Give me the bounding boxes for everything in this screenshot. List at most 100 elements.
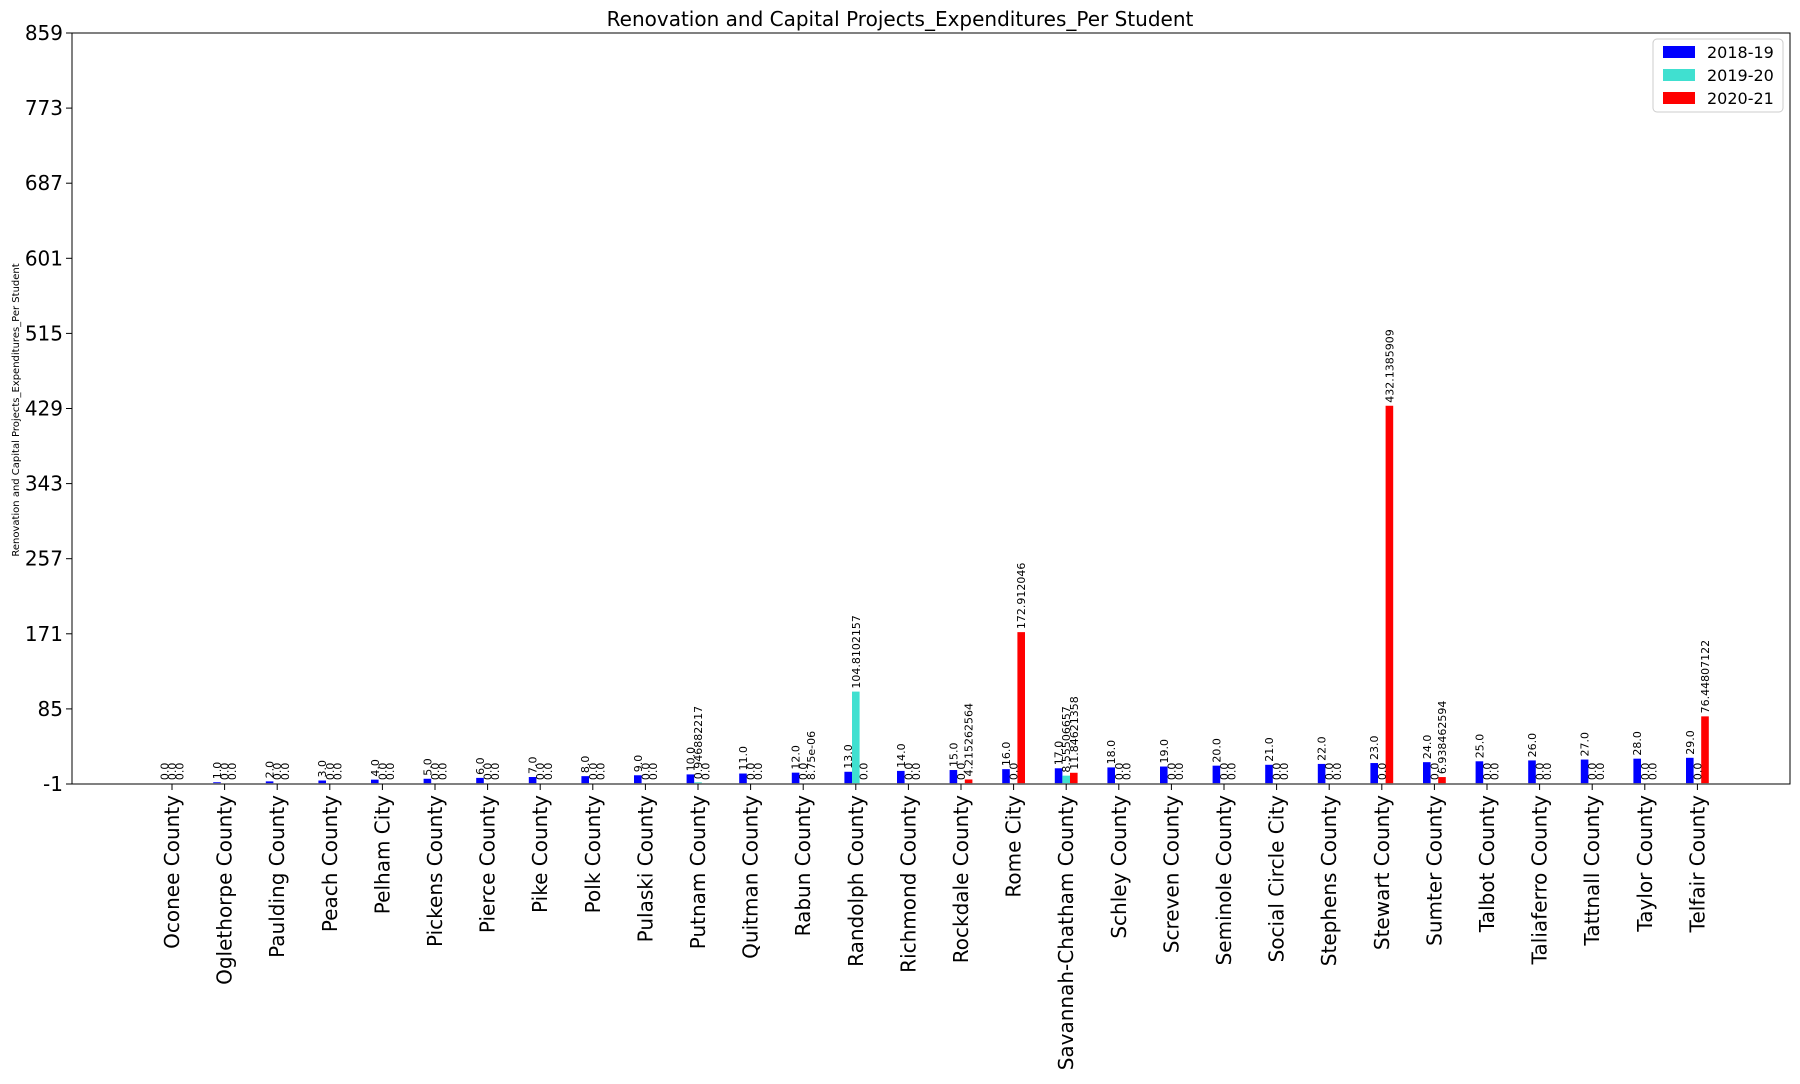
data-label: 0.0 (166, 763, 179, 781)
data-label: 0.0 (1271, 763, 1284, 781)
x-tick-label: Savannah-Chatham County (1054, 795, 1078, 1070)
data-label: 9.0 (632, 755, 645, 773)
x-tick-label: Rome City (1002, 795, 1026, 898)
x-tick-label: Pickens County (423, 795, 447, 947)
data-label: 0.946882217 (692, 706, 705, 779)
data-label: 0.0 (910, 763, 923, 781)
bar-2020-21 (964, 779, 973, 784)
x-tick-label: Rockdale County (949, 795, 973, 963)
data-label: 28.0 (1631, 731, 1644, 756)
data-label: 19.0 (1158, 739, 1171, 764)
data-label: 10.0 (684, 747, 697, 772)
data-label: 0.0 (331, 763, 344, 781)
x-tick-label: Schley County (1107, 795, 1131, 939)
data-label: 12.0 (790, 745, 803, 770)
x-tick-label: Pierce County (476, 795, 500, 933)
data-label: 13.0 (842, 744, 855, 769)
data-label: 0.0 (1008, 763, 1021, 781)
data-label: 16.0 (1000, 742, 1013, 767)
bar-2018-19 (739, 773, 747, 784)
data-label: 0.0 (797, 763, 810, 781)
y-tick-label: 515 (25, 321, 63, 345)
x-tick-label: Tattnall County (1580, 795, 1604, 947)
y-axis-label: Renovation and Capital Projects_Expendit… (11, 263, 22, 556)
x-tick-label: Oconee County (160, 795, 184, 949)
bar-2019-20 (694, 782, 702, 784)
data-label: 8.55506657 (1060, 706, 1073, 772)
bar-2018-19 (1212, 765, 1221, 784)
data-label: 18.0 (1105, 740, 1118, 765)
x-tick-label: Peach County (318, 795, 342, 932)
legend-swatch (1663, 46, 1695, 58)
data-label: 0.0 (1120, 763, 1133, 781)
x-tick-label: Rabun County (791, 795, 815, 937)
bar-2018-19 (213, 782, 221, 784)
data-label: 0.0 (1218, 763, 1231, 781)
data-label: 5.0 (421, 758, 434, 776)
y-tick-label: 859 (25, 21, 63, 45)
bar-2018-19 (318, 780, 326, 784)
y-tick-label: 343 (25, 472, 63, 496)
data-label: 20.0 (1210, 738, 1223, 763)
bar-2018-19 (1686, 757, 1694, 784)
bar-2018-19 (949, 770, 958, 784)
bar-2018-19 (476, 777, 484, 784)
data-label: 0.0 (1278, 763, 1291, 781)
data-label: 0.0 (955, 763, 968, 781)
data-label: 14.0 (895, 743, 908, 768)
data-label: 172.912046 (1015, 563, 1028, 629)
x-tick-label: Telfair County (1685, 795, 1709, 934)
legend-label: 2019-20 (1707, 66, 1774, 85)
data-label: 0.0 (1541, 763, 1554, 781)
x-tick-label: Pulaski County (633, 795, 657, 943)
bar-2018-19 (1002, 769, 1010, 784)
x-tick-label: Screven County (1159, 795, 1183, 953)
bar-2018-19 (1580, 759, 1589, 784)
data-label: 0.0 (857, 763, 870, 781)
y-tick-label: 257 (25, 547, 63, 571)
legend-swatch (1663, 92, 1695, 104)
data-label: 0.0 (534, 763, 547, 781)
x-tick-label: Stewart County (1370, 795, 1394, 950)
data-label: 0.0 (482, 763, 495, 781)
data-label: 0.0 (489, 763, 502, 781)
data-label: 0.0 (902, 763, 915, 781)
bar-2018-19 (1317, 763, 1326, 784)
x-tick-label: Paulding County (265, 795, 289, 958)
data-label: 29.0 (1684, 730, 1697, 755)
data-label: 0.0 (279, 763, 292, 781)
y-tick-label: 171 (25, 622, 63, 646)
bar-2018-19 (1633, 758, 1641, 784)
bar-2018-19 (791, 772, 800, 784)
x-tick-label: Richmond County (896, 795, 920, 973)
data-label: 0.0 (1226, 763, 1239, 781)
bars (213, 405, 1709, 784)
y-axis-ticks: -1 85 171 257 343 429 515 601 687 773 859 (25, 21, 72, 796)
data-label: 0.0 (324, 763, 337, 781)
data-label: 0.0 (271, 763, 284, 781)
data-label: 0.0 (158, 763, 171, 781)
data-label: 0.0 (1646, 763, 1659, 781)
x-tick-label: Stephens County (1317, 795, 1341, 966)
data-label: 0.0 (1489, 763, 1502, 781)
data-label: 11.0 (737, 746, 750, 771)
bar-2018-19 (1265, 764, 1273, 784)
bar-2019-20 (1062, 775, 1070, 784)
data-label: 17.0 (1053, 741, 1066, 766)
data-label: 0.0 (1165, 763, 1178, 781)
data-label: 24.0 (1421, 735, 1434, 760)
data-label: 27.0 (1579, 732, 1592, 757)
bar-2018-19 (528, 777, 537, 784)
x-tick-label: Seminole County (1212, 795, 1236, 966)
data-label: 76.44807122 (1699, 640, 1712, 713)
data-label: 0.0 (1323, 763, 1336, 781)
bar-2018-19 (1370, 763, 1378, 784)
data-label: 0.0 (752, 763, 765, 781)
bar-2018-19 (897, 770, 905, 784)
x-tick-label: Pike County (528, 795, 552, 913)
data-label: 1.0 (211, 762, 224, 780)
bar-2018-19 (634, 775, 642, 784)
data-label: 6.938462594 (1436, 701, 1449, 774)
